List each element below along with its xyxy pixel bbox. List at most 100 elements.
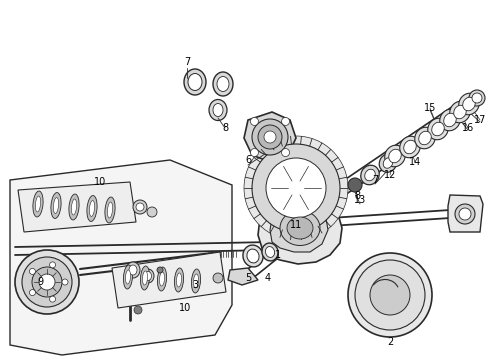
Text: 6: 6 <box>245 155 251 165</box>
Text: 1: 1 <box>275 250 281 260</box>
Ellipse shape <box>209 99 227 121</box>
Circle shape <box>157 267 163 273</box>
Text: 7: 7 <box>184 57 190 67</box>
Circle shape <box>134 306 142 314</box>
Ellipse shape <box>107 202 113 218</box>
Ellipse shape <box>213 104 223 117</box>
Circle shape <box>250 117 258 125</box>
Circle shape <box>355 260 425 330</box>
Circle shape <box>282 149 290 157</box>
Ellipse shape <box>87 195 97 221</box>
Ellipse shape <box>287 217 313 239</box>
Circle shape <box>22 257 72 307</box>
Circle shape <box>258 125 282 149</box>
Ellipse shape <box>142 269 154 283</box>
Circle shape <box>29 269 35 274</box>
Text: 8: 8 <box>354 191 360 201</box>
Text: 13: 13 <box>354 195 366 205</box>
Ellipse shape <box>194 274 198 288</box>
Text: 11: 11 <box>290 220 302 230</box>
Circle shape <box>348 178 362 192</box>
Ellipse shape <box>125 270 130 284</box>
Ellipse shape <box>72 199 76 215</box>
Circle shape <box>29 289 35 296</box>
Ellipse shape <box>404 140 416 154</box>
Circle shape <box>32 267 62 297</box>
Ellipse shape <box>463 97 475 111</box>
Text: 4: 4 <box>265 273 271 283</box>
Ellipse shape <box>143 271 147 285</box>
Text: 16: 16 <box>462 123 474 133</box>
Circle shape <box>472 93 482 103</box>
Polygon shape <box>18 182 136 232</box>
Circle shape <box>266 158 326 218</box>
Ellipse shape <box>459 93 479 115</box>
Ellipse shape <box>123 265 133 289</box>
Polygon shape <box>112 252 226 308</box>
Ellipse shape <box>440 109 460 131</box>
Ellipse shape <box>419 131 431 145</box>
Text: 8: 8 <box>222 123 228 133</box>
Ellipse shape <box>428 118 448 140</box>
Ellipse shape <box>176 273 181 287</box>
Text: 5: 5 <box>245 273 251 283</box>
Circle shape <box>133 200 147 214</box>
Text: 10: 10 <box>179 303 191 313</box>
Circle shape <box>252 144 340 232</box>
Text: 17: 17 <box>474 115 486 125</box>
Polygon shape <box>448 195 483 232</box>
Ellipse shape <box>213 72 233 96</box>
Ellipse shape <box>35 196 41 212</box>
Text: 9: 9 <box>37 277 43 287</box>
Circle shape <box>15 250 79 314</box>
Ellipse shape <box>361 165 379 185</box>
Ellipse shape <box>385 145 405 167</box>
Circle shape <box>459 208 471 220</box>
Circle shape <box>348 253 432 337</box>
Ellipse shape <box>126 262 140 278</box>
Ellipse shape <box>243 245 263 267</box>
Ellipse shape <box>33 191 43 217</box>
Ellipse shape <box>129 265 137 275</box>
Circle shape <box>49 296 55 302</box>
Ellipse shape <box>174 268 184 292</box>
Ellipse shape <box>415 127 435 149</box>
Ellipse shape <box>192 269 200 293</box>
Text: 12: 12 <box>384 170 396 180</box>
Ellipse shape <box>432 122 444 136</box>
Ellipse shape <box>188 73 202 90</box>
Polygon shape <box>270 202 328 252</box>
Ellipse shape <box>217 77 229 91</box>
Polygon shape <box>10 160 232 355</box>
Circle shape <box>62 279 68 285</box>
Text: 14: 14 <box>409 157 421 167</box>
Polygon shape <box>258 190 342 264</box>
Circle shape <box>469 90 485 106</box>
Circle shape <box>49 262 55 268</box>
Text: 15: 15 <box>424 103 436 113</box>
Ellipse shape <box>141 266 149 290</box>
Ellipse shape <box>53 198 59 213</box>
Circle shape <box>147 207 157 217</box>
Ellipse shape <box>450 101 470 123</box>
Ellipse shape <box>365 169 375 181</box>
Ellipse shape <box>383 158 393 168</box>
Ellipse shape <box>105 197 115 223</box>
Circle shape <box>244 136 348 240</box>
Text: 2: 2 <box>387 337 393 347</box>
Ellipse shape <box>444 113 456 127</box>
Circle shape <box>370 275 410 315</box>
Ellipse shape <box>247 249 259 263</box>
Text: 7: 7 <box>372 175 378 185</box>
Circle shape <box>282 117 290 125</box>
Ellipse shape <box>454 105 466 119</box>
Ellipse shape <box>379 154 397 172</box>
Circle shape <box>136 203 144 211</box>
Ellipse shape <box>51 193 61 219</box>
Ellipse shape <box>400 136 420 158</box>
Ellipse shape <box>280 211 320 246</box>
Text: 10: 10 <box>94 177 106 187</box>
Ellipse shape <box>89 201 95 216</box>
Polygon shape <box>228 268 258 285</box>
Circle shape <box>264 131 276 143</box>
